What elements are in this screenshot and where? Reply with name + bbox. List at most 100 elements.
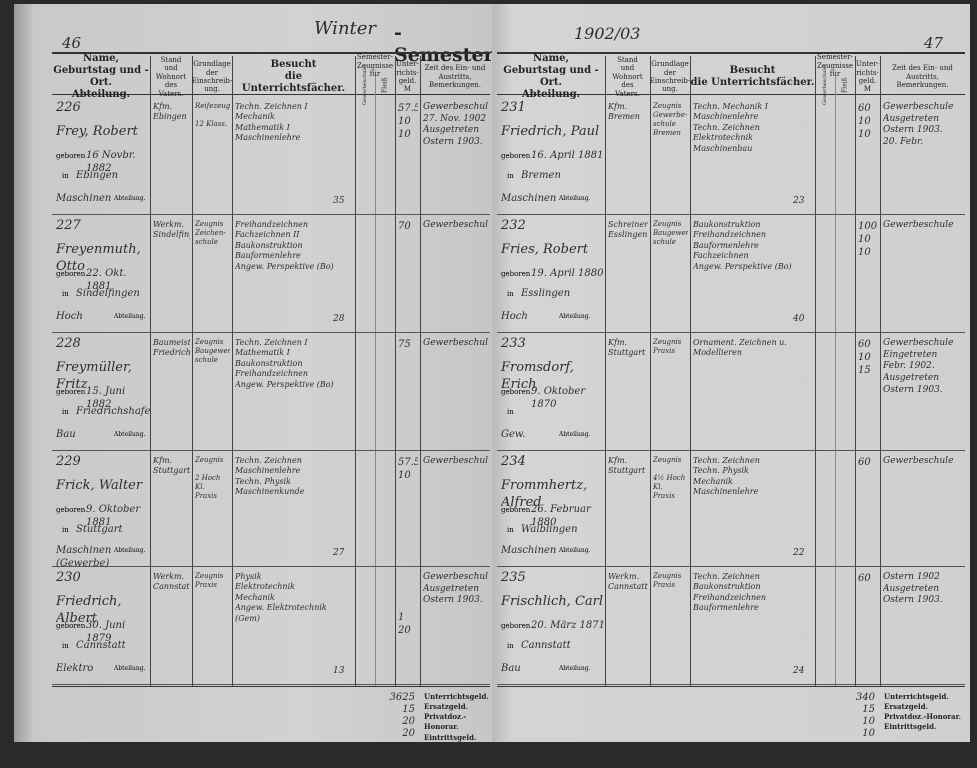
entry-number: 226 xyxy=(56,100,81,115)
entry-father-status: Kfm. Stuttgart xyxy=(608,456,646,476)
entry-fee: 60 xyxy=(858,573,871,584)
footer-totals: 3625 15 20 20 xyxy=(389,692,415,739)
column-divider xyxy=(232,56,233,686)
entry-birthplace: Ebingen xyxy=(76,170,119,181)
entry-name: Freyenmuth, Otto xyxy=(56,242,141,274)
semester-title: -Semester xyxy=(394,22,494,66)
entry-birthplace: Waiblingen xyxy=(521,524,578,535)
register-entry: 231 Friedrich, Paul geboren 16. April 1881 i… xyxy=(497,96,965,215)
footer-labels: Unterrichtsgeld. Ersatzgeld. Privatdoz.-… xyxy=(424,692,489,742)
entry-number: 234 xyxy=(501,454,526,469)
entry-subjects: Freihandzeichnen Fachzeichnen II Baukons… xyxy=(235,220,334,271)
entry-subjects: Techn. Zeichnen Techn. Physik Mechanik M… xyxy=(693,456,760,497)
column-header-geld: Unter- richts- geld. M xyxy=(395,60,420,94)
column-header-stand: Stand und Wohnort des Vaters. xyxy=(612,56,643,98)
entry-subjects: Baukonstruktion Freihandzeichnen Bauform… xyxy=(693,220,792,271)
column-header-zeit: Zeit des Ein- und Austritts, Bemerkungen… xyxy=(892,64,953,90)
entry-number: 230 xyxy=(56,570,81,585)
column-header-name: Name, Geburtstag und -Ort. Abteilung. xyxy=(53,53,149,100)
entry-birthplace: Esslingen xyxy=(521,288,571,299)
entry-father-status: Kfm. Stuttgart xyxy=(153,456,190,476)
entry-fee: 57.5 10 xyxy=(398,457,418,481)
entry-father-status: Schreiner Esslingen xyxy=(608,220,648,240)
label-in: in xyxy=(62,290,69,298)
entry-remarks: Ostern 1902 Ausgetreten Ostern 1903. xyxy=(883,572,943,606)
entry-birthdate: 16. April 1881 xyxy=(531,150,604,161)
label-in: in xyxy=(507,290,514,298)
entry-remarks: Gewerbeschule Ausgetreten Ostern 1903. 2… xyxy=(883,102,954,148)
entry-name: Frischlich, Carl xyxy=(501,594,604,609)
entry-remarks: Gewerbeschule xyxy=(883,220,954,230)
label-geboren: geboren xyxy=(501,506,531,514)
entry-name: Fries, Robert xyxy=(501,242,589,257)
entry-division: Elektro xyxy=(56,663,94,674)
register-entry: 228 Freymüller, Fritz geboren 15. Juni 1882… xyxy=(52,332,490,451)
column-divider xyxy=(605,56,606,686)
label-in: in xyxy=(62,172,69,180)
entry-remarks: Gewerbeschule xyxy=(423,338,488,348)
register-entry: 233 Fromsdorf, Erich geboren 9. Oktober 187… xyxy=(497,332,965,451)
column-divider xyxy=(835,76,836,686)
entry-subjects: Techn. Zeichnen Maschinenlehre Techn. Ph… xyxy=(235,456,305,497)
semester-season: Winter xyxy=(314,18,377,39)
entry-number: 231 xyxy=(501,100,526,115)
footer-labels: Unterrichtsgeld. Ersatzgeld. Privatdoz.-… xyxy=(884,692,962,732)
entry-remarks: Gewerbeschule 27. Nov. 1902 Ausgetreten … xyxy=(423,102,488,148)
entry-tally: 35 xyxy=(333,196,345,206)
entry-tally: 28 xyxy=(333,314,345,324)
entry-fee: 100 10 10 xyxy=(858,221,878,258)
entry-enrollment-basis: Zeugnis Gewerbe- schule Bremen xyxy=(653,102,688,138)
entry-enrollment-basis: Zeugnis Praxis xyxy=(195,572,224,590)
entry-tally: 22 xyxy=(793,548,805,558)
entry-enrollment-basis: Zeugnis Baugewerk- schule xyxy=(195,338,230,365)
label-in: in xyxy=(62,526,69,534)
column-divider xyxy=(150,56,151,686)
entry-subjects: Techn. Zeichnen I Mathematik I Baukonstr… xyxy=(235,338,334,389)
column-header-zeugnis-2: Fleiß xyxy=(841,77,849,93)
label-in: in xyxy=(62,642,69,650)
entry-name: Frommhertz, Alfred xyxy=(501,478,588,510)
entry-name: Fromsdorf, Erich xyxy=(501,360,574,392)
column-divider xyxy=(815,56,816,686)
label-abteilung: Abteilung. xyxy=(559,431,591,438)
entry-division: Maschinen xyxy=(501,545,557,556)
label-geboren: geboren xyxy=(501,622,531,630)
column-header-semester: Semester- Zeugnisse für xyxy=(816,53,854,79)
header-rule-top xyxy=(52,52,490,54)
label-in: in xyxy=(62,408,69,416)
entry-enrollment-basis: Zeugnis Zeichen- schule xyxy=(195,220,226,247)
register-entry: 230 Friedrich, Albert geboren 30. Juni 1879… xyxy=(52,566,490,685)
entry-number: 228 xyxy=(56,336,81,351)
footer-rule xyxy=(497,686,965,687)
entry-fee: 70 xyxy=(398,221,411,232)
entry-division: Bau xyxy=(56,429,76,440)
entry-enrollment-basis: Zeugnis Praxis xyxy=(653,572,682,590)
column-divider xyxy=(375,76,376,686)
label-geboren: geboren xyxy=(56,152,86,160)
column-divider xyxy=(420,56,421,686)
entry-fee: 60 xyxy=(858,457,871,468)
column-header-grundlage: Grundlage der Einschreib- ung. xyxy=(191,60,233,94)
entry-birthdate: 20. März 1871 xyxy=(531,620,605,631)
label-geboren: geboren xyxy=(56,622,86,630)
entry-remarks: Gewerbeschule xyxy=(423,456,488,466)
entry-tally: 40 xyxy=(793,314,805,324)
left-page: 46 Winter -Semester Name, Geburtstag und… xyxy=(14,4,494,742)
entry-remarks: Gewerbeschule Ausgetreten Ostern 1903. xyxy=(423,572,488,606)
column-header-grundlage: Grundlage der Einschreib- ung. xyxy=(649,60,691,94)
column-header-besucht: Besucht die Unterrichtsfächer. xyxy=(241,59,346,94)
label-in: in xyxy=(507,526,514,534)
label-abteilung: Abteilung. xyxy=(559,665,591,672)
entry-birthdate: 16 Novbr. 1882 xyxy=(86,150,136,174)
entry-number: 232 xyxy=(501,218,526,233)
entry-number: 235 xyxy=(501,570,526,585)
label-geboren: geboren xyxy=(501,388,531,396)
entry-division: Maschinen xyxy=(501,193,557,204)
label-geboren: geboren xyxy=(56,270,86,278)
header-rule-bottom xyxy=(497,94,965,95)
entry-division: Maschinen (Gewerbe) xyxy=(56,545,112,569)
entry-birthdate: 9. Oktober 1881 xyxy=(86,504,141,528)
label-abteilung: Abteilung. xyxy=(559,313,591,320)
entry-birthdate: 19. April 1880 xyxy=(531,268,604,279)
entry-birthdate: 22. Okt. 1881 xyxy=(86,268,127,292)
